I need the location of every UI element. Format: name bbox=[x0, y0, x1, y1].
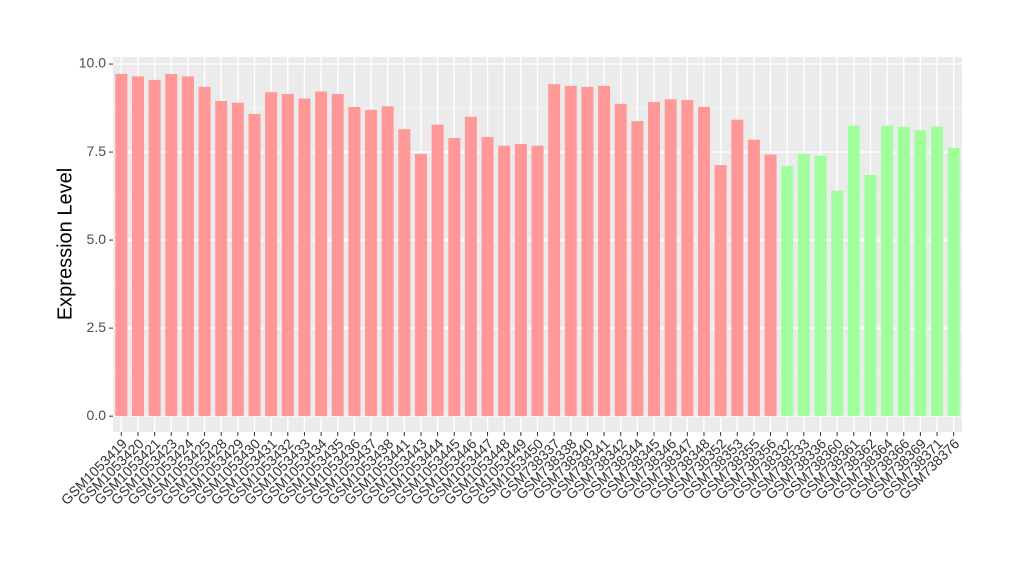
bar bbox=[431, 124, 444, 417]
bar bbox=[115, 73, 128, 417]
bar bbox=[648, 102, 661, 417]
bar bbox=[498, 145, 511, 417]
bar bbox=[215, 101, 228, 417]
bar bbox=[481, 136, 494, 417]
bar bbox=[448, 137, 461, 417]
bar bbox=[315, 91, 328, 417]
y-tick-label: 7.5 bbox=[87, 143, 107, 159]
bar bbox=[581, 86, 594, 417]
bar bbox=[265, 92, 278, 417]
bar bbox=[365, 109, 378, 417]
bar bbox=[797, 153, 810, 417]
bar bbox=[864, 174, 877, 417]
bar bbox=[947, 147, 960, 417]
bar bbox=[631, 121, 644, 417]
bar bbox=[847, 125, 860, 417]
bar bbox=[414, 153, 427, 417]
bar bbox=[897, 126, 910, 417]
bar bbox=[764, 154, 777, 417]
bar bbox=[148, 79, 161, 417]
bar bbox=[831, 190, 844, 417]
bar bbox=[198, 86, 211, 417]
bar bbox=[731, 119, 744, 417]
bar bbox=[914, 130, 927, 417]
bar bbox=[781, 166, 794, 417]
bar bbox=[614, 103, 627, 417]
bar bbox=[931, 126, 944, 417]
bar bbox=[514, 143, 527, 417]
bar bbox=[398, 129, 411, 417]
y-tick-label: 5.0 bbox=[87, 231, 107, 247]
bar bbox=[598, 85, 611, 417]
y-tick-label: 10.0 bbox=[79, 55, 106, 71]
bar bbox=[714, 165, 727, 417]
bar bbox=[181, 76, 194, 417]
bar bbox=[348, 107, 361, 417]
y-tick-label: 0.0 bbox=[87, 407, 107, 423]
y-tick-label: 2.5 bbox=[87, 319, 107, 335]
bar bbox=[681, 99, 694, 417]
bar bbox=[548, 84, 561, 417]
bar bbox=[248, 114, 261, 417]
bar bbox=[331, 93, 344, 417]
bar bbox=[881, 125, 894, 417]
bar bbox=[697, 107, 710, 417]
bar bbox=[131, 76, 144, 417]
bar bbox=[564, 85, 577, 417]
bar bbox=[814, 155, 827, 417]
bar bbox=[464, 116, 477, 417]
bar bbox=[165, 73, 178, 417]
bar bbox=[664, 99, 677, 417]
bar bbox=[231, 102, 244, 417]
y-axis-title: Expression Level bbox=[54, 168, 76, 320]
bar bbox=[531, 145, 544, 417]
bar bbox=[381, 106, 394, 417]
bar bbox=[747, 139, 760, 417]
bar bbox=[281, 93, 294, 417]
bar bbox=[298, 98, 311, 417]
